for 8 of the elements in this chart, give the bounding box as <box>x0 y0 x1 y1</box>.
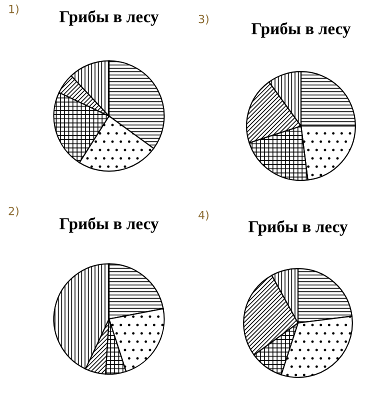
text: 4) <box>198 210 208 221</box>
chart-title: Грибы в лесу <box>60 217 159 233</box>
chart-title: Грибы в лесу <box>248 220 348 236</box>
chart-title: Грибы в лесу <box>252 22 351 38</box>
chart-title: Грибы в лесу <box>60 10 159 26</box>
text: 2) <box>8 206 18 217</box>
text: 3) <box>198 14 208 25</box>
text: 1) <box>9 4 18 15</box>
